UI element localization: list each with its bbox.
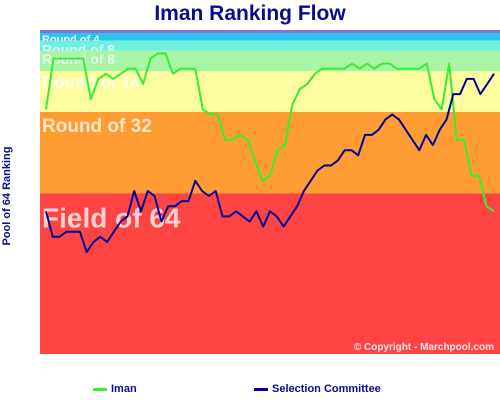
series-line-selection-committee [45,73,495,254]
series-line-iman [45,52,495,213]
chart-title: Iman Ranking Flow [154,2,346,25]
legend-item-selection-committee: Selection Committee [254,383,381,395]
band-label-3: Round of 16 [42,73,140,92]
band-1 [40,40,500,51]
legend-swatch-selection-committee [254,387,268,391]
band-3 [40,71,500,112]
legend-swatch-iman [93,387,107,391]
band-5 [40,193,500,354]
legend-item-iman: Iman [93,383,137,395]
series-layer [45,52,495,254]
band-4 [40,111,500,194]
band-0 [40,33,500,41]
band-label-4: Round of 32 [42,116,152,137]
top-stripe [40,30,500,33]
copyright-text: © Copyright - Marchpool.com [354,342,494,353]
legend-label-iman: Iman [111,383,137,395]
legend-label-selection-committee: Selection Committee [272,383,381,395]
